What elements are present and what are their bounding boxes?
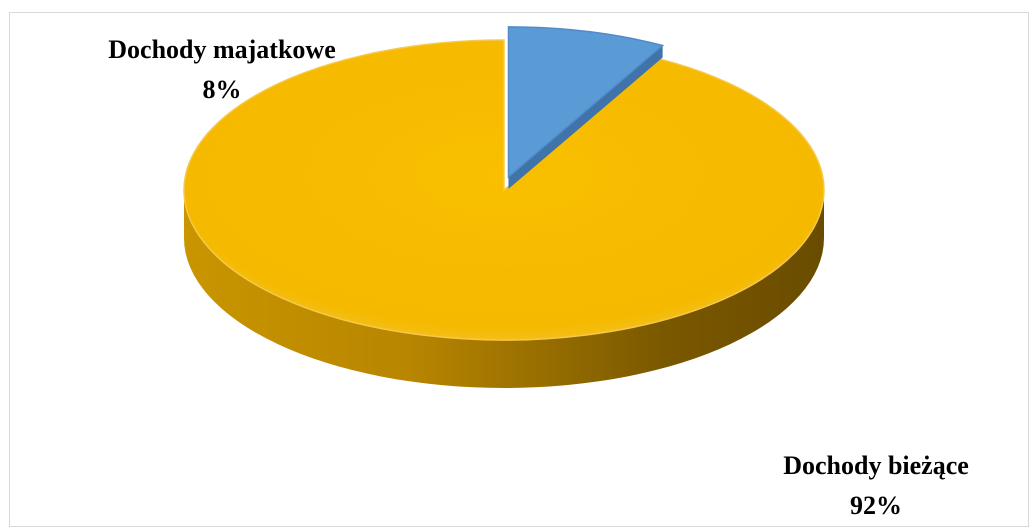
slice-percent-biezace: 92% (850, 491, 902, 520)
slice-percent-majatkowe: 8% (203, 75, 242, 104)
slice-cut-face (508, 45, 663, 189)
slice-label-biezace: Dochody bieżące (783, 451, 969, 480)
slice-label-majatkowe: Dochody majatkowe (108, 35, 336, 64)
slice-dochody-bie-ce (183, 39, 825, 388)
slice-top-face (507, 26, 665, 179)
slice-top-face (183, 39, 825, 341)
slice-dochody-majatkowe (507, 26, 665, 189)
slice-side-wall (184, 190, 824, 388)
